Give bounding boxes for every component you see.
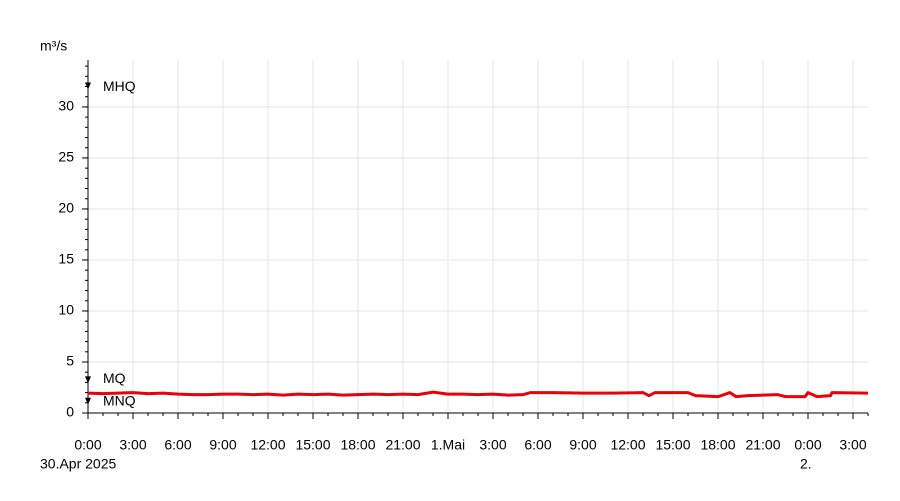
x-tick-label: 6:00 bbox=[524, 437, 551, 453]
x-tick-label: 12:00 bbox=[250, 437, 285, 453]
y-tick-label: 15 bbox=[58, 251, 74, 267]
x-tick-label: 15:00 bbox=[655, 437, 690, 453]
y-tick-label: 20 bbox=[58, 200, 74, 216]
date-label: 30.Apr 2025 bbox=[40, 456, 116, 472]
x-tick-label: 3:00 bbox=[839, 437, 866, 453]
x-tick-label: 15:00 bbox=[295, 437, 330, 453]
x-tick-label: 9:00 bbox=[569, 437, 596, 453]
x-tick-label: 9:00 bbox=[209, 437, 236, 453]
marker-triangle bbox=[85, 82, 91, 90]
x-tick-label: 21:00 bbox=[745, 437, 780, 453]
date-label: 2. bbox=[800, 456, 812, 472]
x-tick-label: 0:00 bbox=[74, 437, 101, 453]
marker-triangle bbox=[85, 376, 91, 384]
x-tick-label: 0:00 bbox=[794, 437, 821, 453]
x-tick-label: 6:00 bbox=[164, 437, 191, 453]
y-tick-label: 25 bbox=[58, 149, 74, 165]
x-tick-label: 12:00 bbox=[610, 437, 645, 453]
y-tick-label: 10 bbox=[58, 302, 74, 318]
x-tick-label: 3:00 bbox=[119, 437, 146, 453]
x-tick-label: 3:00 bbox=[479, 437, 506, 453]
marker-label: MHQ bbox=[103, 78, 136, 94]
marker-label: MNQ bbox=[103, 392, 136, 408]
y-axis-label: m³/s bbox=[40, 38, 67, 54]
data-line bbox=[87, 390, 869, 399]
y-tick-label: 30 bbox=[58, 98, 74, 114]
x-tick-label: 18:00 bbox=[700, 437, 735, 453]
x-tick-label: 21:00 bbox=[385, 437, 420, 453]
y-tick-label: 5 bbox=[66, 353, 74, 369]
x-tick-label: 1.Mai bbox=[431, 437, 465, 453]
x-tick-label: 18:00 bbox=[340, 437, 375, 453]
marker-triangle bbox=[85, 397, 91, 405]
y-tick-label: 0 bbox=[66, 404, 74, 420]
marker-label: MQ bbox=[103, 370, 126, 386]
